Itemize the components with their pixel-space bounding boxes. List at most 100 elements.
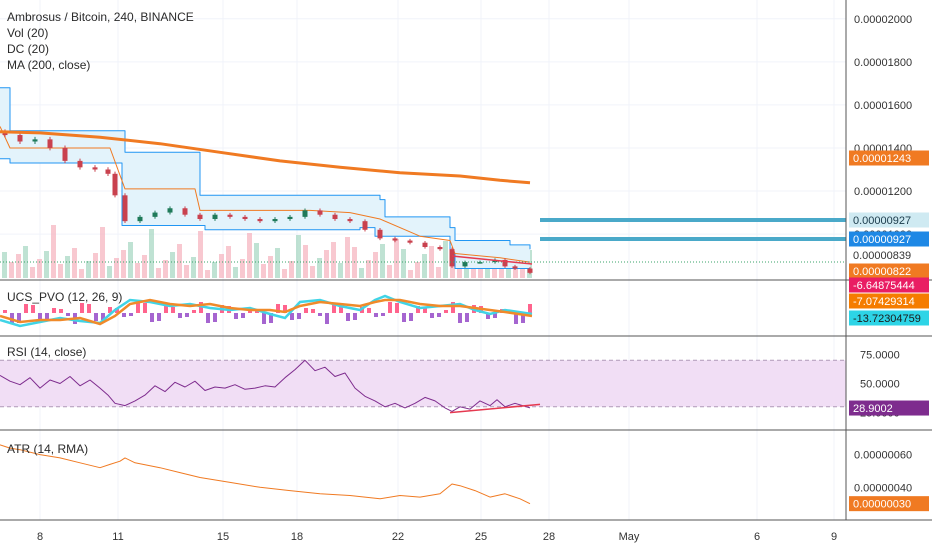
pvo-histogram-bar (276, 304, 280, 313)
candle-body (105, 169, 111, 174)
pvo-histogram-bar (185, 313, 189, 317)
badge-pvo-1-bg (849, 277, 929, 293)
pvo-histogram-bar (465, 313, 469, 322)
badge-pvo-3-bg (849, 310, 929, 326)
candle-body (437, 247, 443, 250)
volume-bar (79, 269, 84, 278)
badge-level: 0.00000927 (853, 234, 911, 246)
atr-pane-label[interactable]: ATR (14, RMA) (7, 442, 89, 456)
candle-body (347, 219, 353, 222)
badge-atr: 0.00000030 (853, 499, 911, 511)
volume-bar (282, 269, 287, 278)
x-axis-tick: 28 (543, 531, 555, 543)
volume-bar (44, 251, 49, 278)
rsi-pane-label[interactable]: RSI (14, close) (7, 345, 87, 359)
pvo-histogram-bar (157, 313, 161, 321)
rsi-line (0, 359, 531, 412)
price-trendline (451, 255, 533, 265)
volume-bar (142, 255, 147, 278)
pvo-histogram-bar (45, 313, 49, 319)
volume-bar (296, 235, 301, 278)
badge-rsi: 28.9002 (853, 403, 893, 415)
badge-pvo-2-bg (849, 293, 929, 309)
volume-bar (275, 248, 280, 278)
pvo-histogram-bar (423, 307, 427, 313)
price-y-tick: 0.00001600 (854, 100, 912, 112)
volume-bar (233, 267, 238, 278)
candle-body (227, 214, 233, 217)
badge-rsi-bg (849, 400, 929, 416)
study-ma-label[interactable]: MA (200, close) (7, 58, 91, 72)
volume-bar (9, 262, 14, 278)
pvo-histogram-bar (402, 313, 406, 322)
x-axis-tick: 22 (392, 531, 404, 543)
candle-body (62, 147, 68, 161)
x-axis-tick: 15 (217, 531, 229, 543)
badge-close: 0.00000822 (853, 266, 911, 278)
candle-body (47, 139, 53, 148)
x-axis-tick: 9 (831, 531, 837, 543)
pvo-histogram-bar (129, 313, 133, 316)
ma200-line (0, 130, 531, 185)
volume-bar (464, 264, 469, 278)
volume-bar (51, 225, 56, 278)
pvo-histogram-bar (87, 304, 91, 313)
pvo-histogram-bar (290, 313, 294, 320)
pvo-histogram-bar (269, 313, 273, 323)
volume-bar (58, 264, 63, 278)
pvo-histogram-bar (458, 313, 462, 323)
volume-bar (485, 269, 490, 278)
candle-body (152, 212, 158, 217)
candle-body (32, 139, 38, 142)
candle-body (332, 214, 338, 220)
pvo-pane-label[interactable]: UCS_PVO (12, 26, 9) (7, 290, 123, 304)
volume-bar (261, 264, 266, 278)
x-axis-tick: 6 (754, 531, 760, 543)
volume-bar (184, 265, 189, 278)
candle-body (2, 131, 8, 136)
badge-dc-upper-bg (849, 212, 929, 228)
volume-bar (135, 263, 140, 278)
candle-body (477, 262, 483, 264)
volume-bar (30, 267, 35, 278)
volume-bar (219, 254, 224, 278)
volume-bar (443, 241, 448, 278)
volume-bar (324, 250, 329, 278)
candle-body (272, 219, 278, 222)
volume-bar (121, 250, 126, 278)
pvo-histogram-bar (136, 302, 140, 313)
volume-bar (310, 266, 315, 278)
atr-line (0, 444, 531, 505)
candle-body (362, 221, 368, 230)
pvo-histogram-bar (332, 303, 336, 313)
pvo-histogram-bar (3, 310, 7, 313)
volume-bar (415, 262, 420, 278)
volume-bar (149, 229, 154, 278)
pvo-histogram-bar (192, 310, 196, 313)
candle-body (137, 216, 143, 222)
candle-body (462, 262, 468, 267)
study-dc-label[interactable]: DC (20) (7, 42, 50, 56)
volume-bar (205, 270, 210, 278)
badge-close-bg (849, 263, 929, 279)
volume-bar (93, 253, 98, 278)
candle-body (242, 216, 248, 220)
pvo-histogram-bar (409, 313, 413, 321)
volume-bar (408, 270, 413, 278)
badge-pvo-3: -13.72304759 (853, 313, 921, 325)
price-y-tick: 0.00001800 (854, 57, 912, 69)
volume-bar (156, 268, 161, 278)
study-vol-label[interactable]: Vol (20) (7, 26, 49, 40)
volume-bar (86, 261, 91, 278)
volume-bar (170, 252, 175, 278)
candle-body (257, 219, 263, 222)
pvo-histogram-bar (24, 304, 28, 313)
x-axis-tick: 18 (291, 531, 303, 543)
volume-bar (247, 233, 252, 278)
pvo-histogram-bar (521, 313, 525, 323)
volume-bar (240, 259, 245, 278)
pvo-histogram-bar (199, 302, 203, 313)
symbol-title[interactable]: Ambrosus / Bitcoin, 240, BINANCE (7, 10, 194, 24)
volume-bar (128, 242, 133, 278)
